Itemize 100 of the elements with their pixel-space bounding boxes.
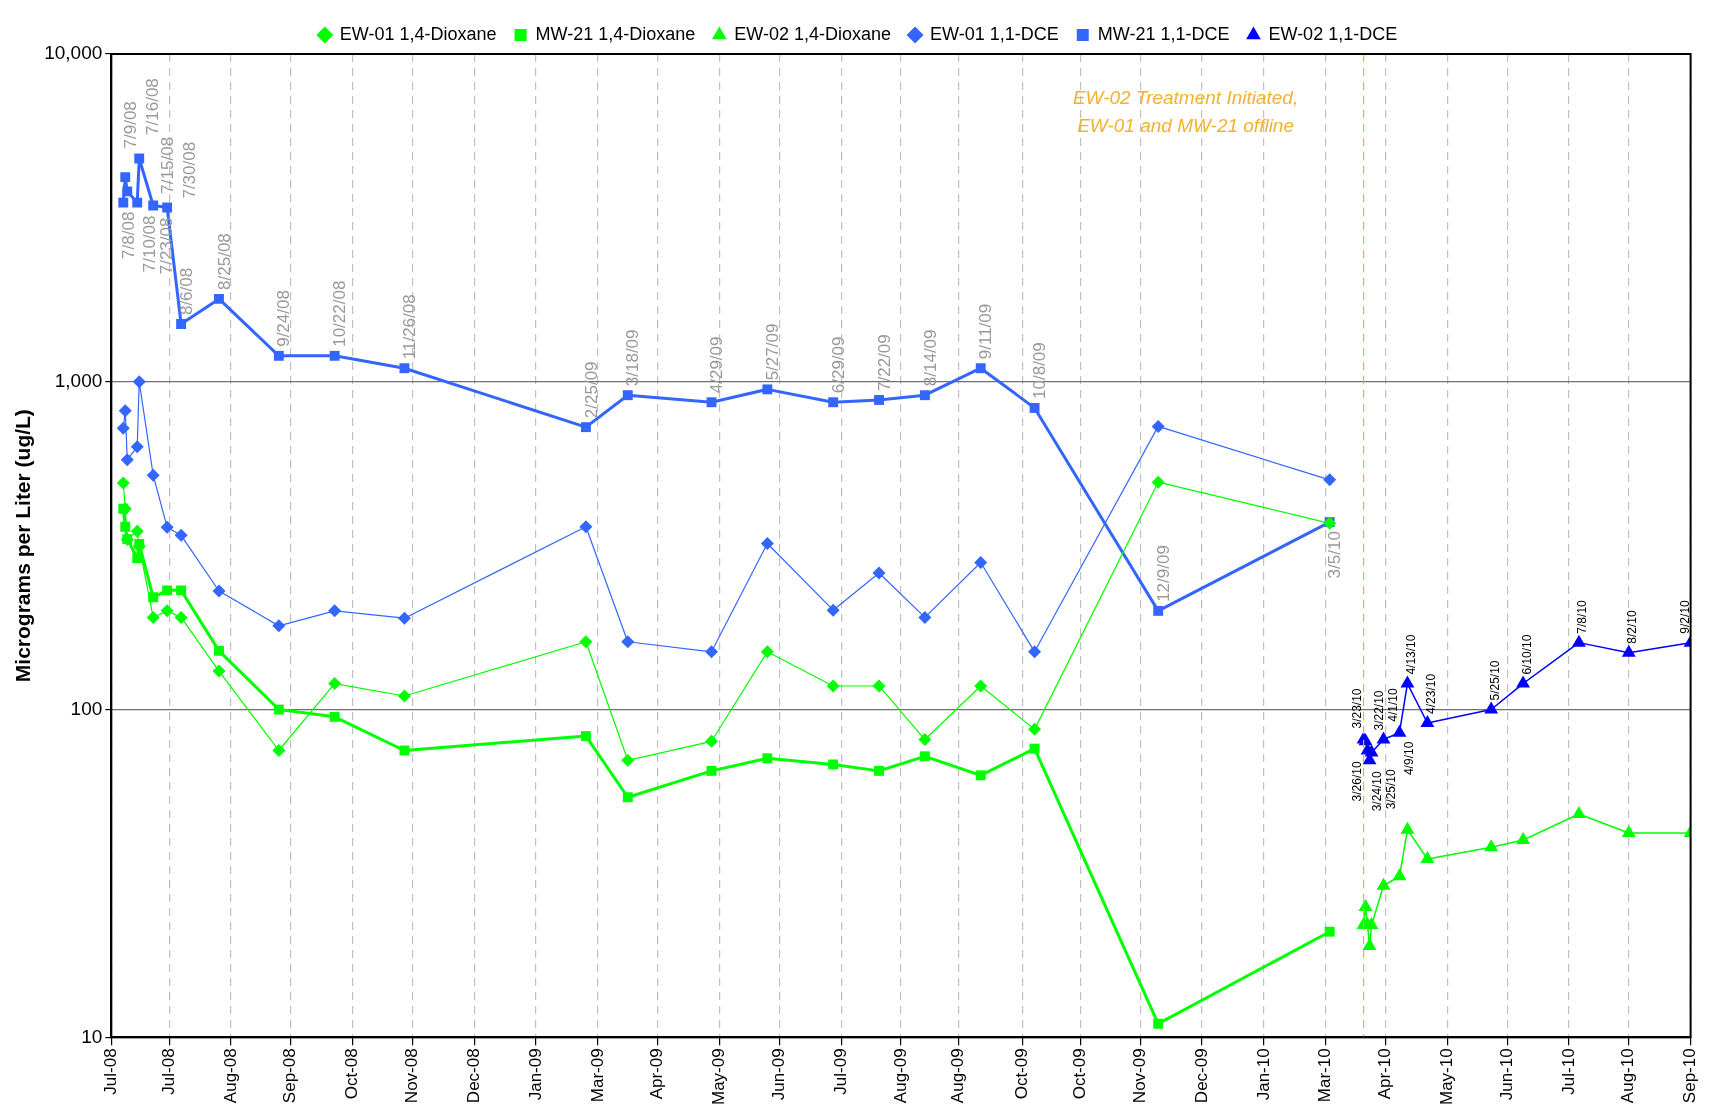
data-label: 3/26/10	[1350, 761, 1365, 802]
point	[272, 619, 286, 633]
point	[1153, 1018, 1164, 1029]
point	[120, 453, 134, 467]
point	[1621, 825, 1636, 838]
x-tick-label: Aug-10	[1618, 1048, 1638, 1104]
x-tick-label: Jun-09	[769, 1048, 789, 1101]
point	[1392, 868, 1407, 881]
point	[1324, 926, 1335, 937]
y-tick-label: 100	[70, 697, 103, 719]
data-label: 7/8/08	[118, 211, 138, 259]
x-tick-label: Nov-08	[402, 1048, 422, 1104]
point	[1028, 645, 1042, 659]
point	[160, 520, 174, 534]
point	[174, 610, 188, 624]
point	[826, 603, 840, 617]
data-label: 12/9/09	[1153, 545, 1173, 602]
point	[828, 397, 839, 408]
legend-label: EW-02 1,1-DCE	[1268, 23, 1398, 44]
x-tick-label: Aug-09	[948, 1048, 968, 1104]
point	[176, 585, 187, 596]
x-tick-label: Jul-08	[158, 1048, 178, 1095]
point	[1420, 714, 1435, 727]
x-tick-label: Aug-08	[220, 1048, 240, 1104]
point	[1516, 831, 1531, 844]
point	[621, 635, 635, 649]
data-label: 4/1/10	[1386, 687, 1401, 722]
point	[116, 421, 130, 435]
point	[872, 679, 886, 693]
point	[329, 711, 340, 722]
point	[1420, 850, 1435, 863]
point	[1153, 605, 1164, 616]
point	[1029, 743, 1040, 754]
y-axis-title: Micrograms per Liter (ug/L)	[11, 409, 35, 683]
point	[579, 635, 593, 649]
point	[762, 753, 773, 764]
x-tick-label: Jan-10	[1253, 1048, 1273, 1101]
data-label: 8/6/08	[176, 267, 196, 316]
x-tick-label: Dec-09	[1191, 1048, 1211, 1104]
point	[1572, 634, 1586, 647]
legend-label: EW-01 1,1-DCE	[930, 23, 1059, 44]
x-tick-label: Jul-08	[101, 1048, 120, 1095]
data-label: 6/29/09	[828, 336, 848, 394]
data-label: 7/9/08	[120, 101, 140, 149]
legend-label: MW-21 1,4-Dioxane	[535, 23, 696, 44]
point	[874, 765, 884, 776]
point	[273, 704, 284, 715]
point	[1400, 675, 1415, 688]
data-label: 7/10/08	[139, 215, 159, 273]
point	[622, 792, 633, 803]
point	[118, 197, 129, 208]
point	[1484, 839, 1499, 852]
data-label: 4/9/10	[1401, 741, 1416, 776]
data-label: 2/25/09	[581, 361, 601, 419]
data-label: 8/14/09	[920, 329, 940, 387]
point	[1376, 731, 1391, 744]
point	[1323, 473, 1337, 487]
data-label: 9/24/08	[274, 290, 294, 347]
point	[580, 731, 591, 742]
point	[872, 566, 886, 580]
x-tick-label: Aug-09	[890, 1048, 910, 1104]
point	[272, 743, 286, 757]
data-label: 3/24/10	[1370, 771, 1385, 812]
point	[399, 745, 410, 756]
point	[399, 363, 410, 374]
x-tick-label: Jul-10	[1558, 1048, 1578, 1095]
point	[328, 677, 342, 691]
data-label: 3/22/10	[1372, 690, 1387, 731]
point	[1572, 806, 1586, 819]
x-tick-label: May-10	[1437, 1048, 1457, 1105]
point	[174, 528, 188, 542]
point	[621, 753, 635, 767]
point	[214, 645, 224, 656]
x-tick-label: Oct-08	[342, 1048, 362, 1100]
data-label: 5/27/09	[762, 323, 782, 381]
x-tick-label: Mar-09	[587, 1048, 607, 1103]
point	[162, 585, 173, 596]
ref-line-label: EW-02 Treatment Initiated, EW-01 and MW-21 offline	[1072, 87, 1299, 137]
point	[1484, 701, 1499, 714]
data-label: 9/2/10	[1678, 599, 1693, 634]
point	[162, 202, 173, 213]
data-label: 7/16/08	[143, 78, 163, 135]
point	[212, 584, 226, 598]
point	[130, 440, 144, 454]
legend-label: MW-21 1,1-DCE	[1097, 23, 1230, 44]
point	[122, 186, 133, 197]
data-label: 7/23/08	[157, 217, 177, 275]
point	[919, 390, 930, 401]
data-label: 7/30/08	[179, 141, 199, 199]
point	[397, 689, 411, 703]
point	[134, 153, 145, 164]
point	[146, 610, 160, 624]
point	[828, 759, 839, 770]
x-tick-label: Nov-09	[1129, 1048, 1149, 1104]
data-label: 3/5/10	[1325, 531, 1345, 579]
data-label: 7/8/10	[1575, 599, 1590, 634]
data-label: 3/23/10	[1350, 688, 1365, 729]
point	[1029, 403, 1040, 413]
x-tick-label: Sep-08	[280, 1048, 300, 1104]
point	[329, 350, 340, 361]
